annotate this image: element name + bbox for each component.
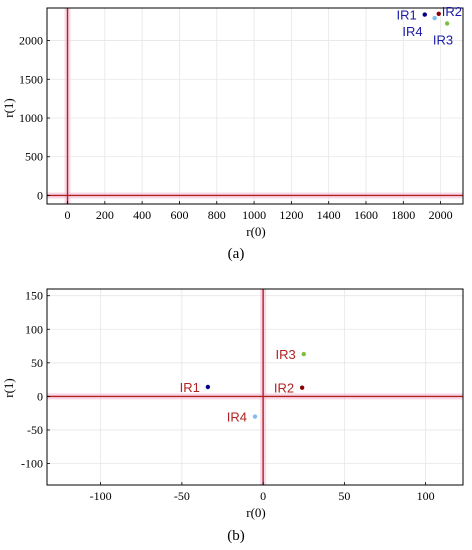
x-tick-label: 100 bbox=[417, 489, 435, 503]
x-tick-label: 1600 bbox=[354, 208, 378, 222]
panel-b-label-ir1: IR1 bbox=[180, 380, 200, 395]
panel-b-caption: (b) bbox=[227, 528, 245, 544]
y-tick-label: 50 bbox=[31, 356, 43, 370]
panel-b-point-ir3 bbox=[301, 351, 306, 357]
panel-a-points: IR1 IR2 IR3 IR4 bbox=[397, 4, 462, 48]
x-tick-label: 1800 bbox=[391, 208, 415, 222]
y-tick-label: 100 bbox=[25, 322, 43, 336]
panel-a-label-ir1: IR1 bbox=[397, 8, 417, 23]
x-tick-label: 200 bbox=[96, 208, 114, 222]
x-tick-label: 800 bbox=[208, 208, 226, 222]
panel-b-y-ticks: -100 -50 0 50 100 150 bbox=[21, 289, 50, 471]
panel-a-grid bbox=[47, 8, 463, 204]
y-tick-label: -50 bbox=[27, 423, 43, 437]
y-tick-label: 1500 bbox=[19, 72, 43, 86]
panel-b: -100 -50 0 50 100 -100 -50 0 50 100 150 IR1 IR2 IR3… bbox=[1, 288, 464, 544]
panel-a-point-ir4 bbox=[432, 15, 437, 21]
panel-b-label-ir3: IR3 bbox=[276, 347, 296, 362]
y-tick-label: 500 bbox=[25, 150, 43, 164]
panel-a-y-ticks: 0 500 1000 1500 2000 bbox=[19, 34, 50, 202]
panel-a-label-ir4: IR4 bbox=[402, 24, 422, 39]
panel-b-frame bbox=[46, 288, 464, 486]
panel-b-label-ir4: IR4 bbox=[227, 410, 247, 425]
panel-b-label-ir2: IR2 bbox=[274, 381, 294, 396]
y-tick-label: 1000 bbox=[19, 111, 43, 125]
x-tick-label: -50 bbox=[174, 489, 190, 503]
y-tick-label: -100 bbox=[21, 457, 43, 471]
y-tick-label: 150 bbox=[25, 289, 43, 303]
panel-a-label-ir2: IR2 bbox=[442, 4, 462, 19]
panel-b-point-ir2 bbox=[299, 385, 305, 390]
panel-a: 0 200 400 600 800 1000 1200 1400 1600 1800 2000 0 5… bbox=[1, 4, 464, 262]
x-tick-label: 0 bbox=[260, 489, 266, 503]
panel-b-point-ir1 bbox=[205, 384, 211, 390]
x-tick-label: 0 bbox=[65, 208, 71, 222]
x-tick-label: 50 bbox=[338, 489, 350, 503]
panel-a-point-ir3 bbox=[444, 21, 450, 26]
x-tick-label: 1000 bbox=[242, 208, 266, 222]
panel-b-zero-lines bbox=[47, 289, 463, 485]
panel-a-y-label: r(1) bbox=[1, 98, 16, 118]
panel-a-caption: (a) bbox=[228, 246, 245, 262]
x-tick-label: 400 bbox=[133, 208, 151, 222]
panel-a-zero-lines bbox=[47, 8, 463, 204]
y-tick-label: 0 bbox=[37, 389, 43, 403]
panel-b-y-label: r(1) bbox=[1, 378, 16, 398]
panel-a-x-ticks: 0 200 400 600 800 1000 1200 1400 1600 1800 2000 bbox=[65, 201, 453, 222]
panel-b-x-ticks: -100 -50 0 50 100 bbox=[90, 482, 435, 503]
panel-b-points: IR1 IR2 IR3 IR4 bbox=[180, 347, 306, 425]
x-tick-label: 2000 bbox=[429, 208, 453, 222]
panel-a-point-ir1 bbox=[422, 12, 427, 17]
y-tick-label: 2000 bbox=[19, 34, 43, 48]
panel-a-point-ir2 bbox=[436, 11, 441, 17]
panel-a-x-label: r(0) bbox=[246, 224, 266, 239]
x-tick-label: 600 bbox=[170, 208, 188, 222]
panel-b-grid bbox=[47, 289, 463, 485]
x-tick-label: 1200 bbox=[279, 208, 303, 222]
y-tick-label: 0 bbox=[37, 188, 43, 202]
x-tick-label: 1400 bbox=[317, 208, 341, 222]
panel-a-label-ir3: IR3 bbox=[433, 32, 453, 47]
panel-b-point-ir4 bbox=[252, 414, 258, 419]
panel-b-x-label: r(0) bbox=[246, 505, 266, 520]
x-tick-label: -100 bbox=[90, 489, 112, 503]
panel-a-frame bbox=[46, 7, 464, 205]
